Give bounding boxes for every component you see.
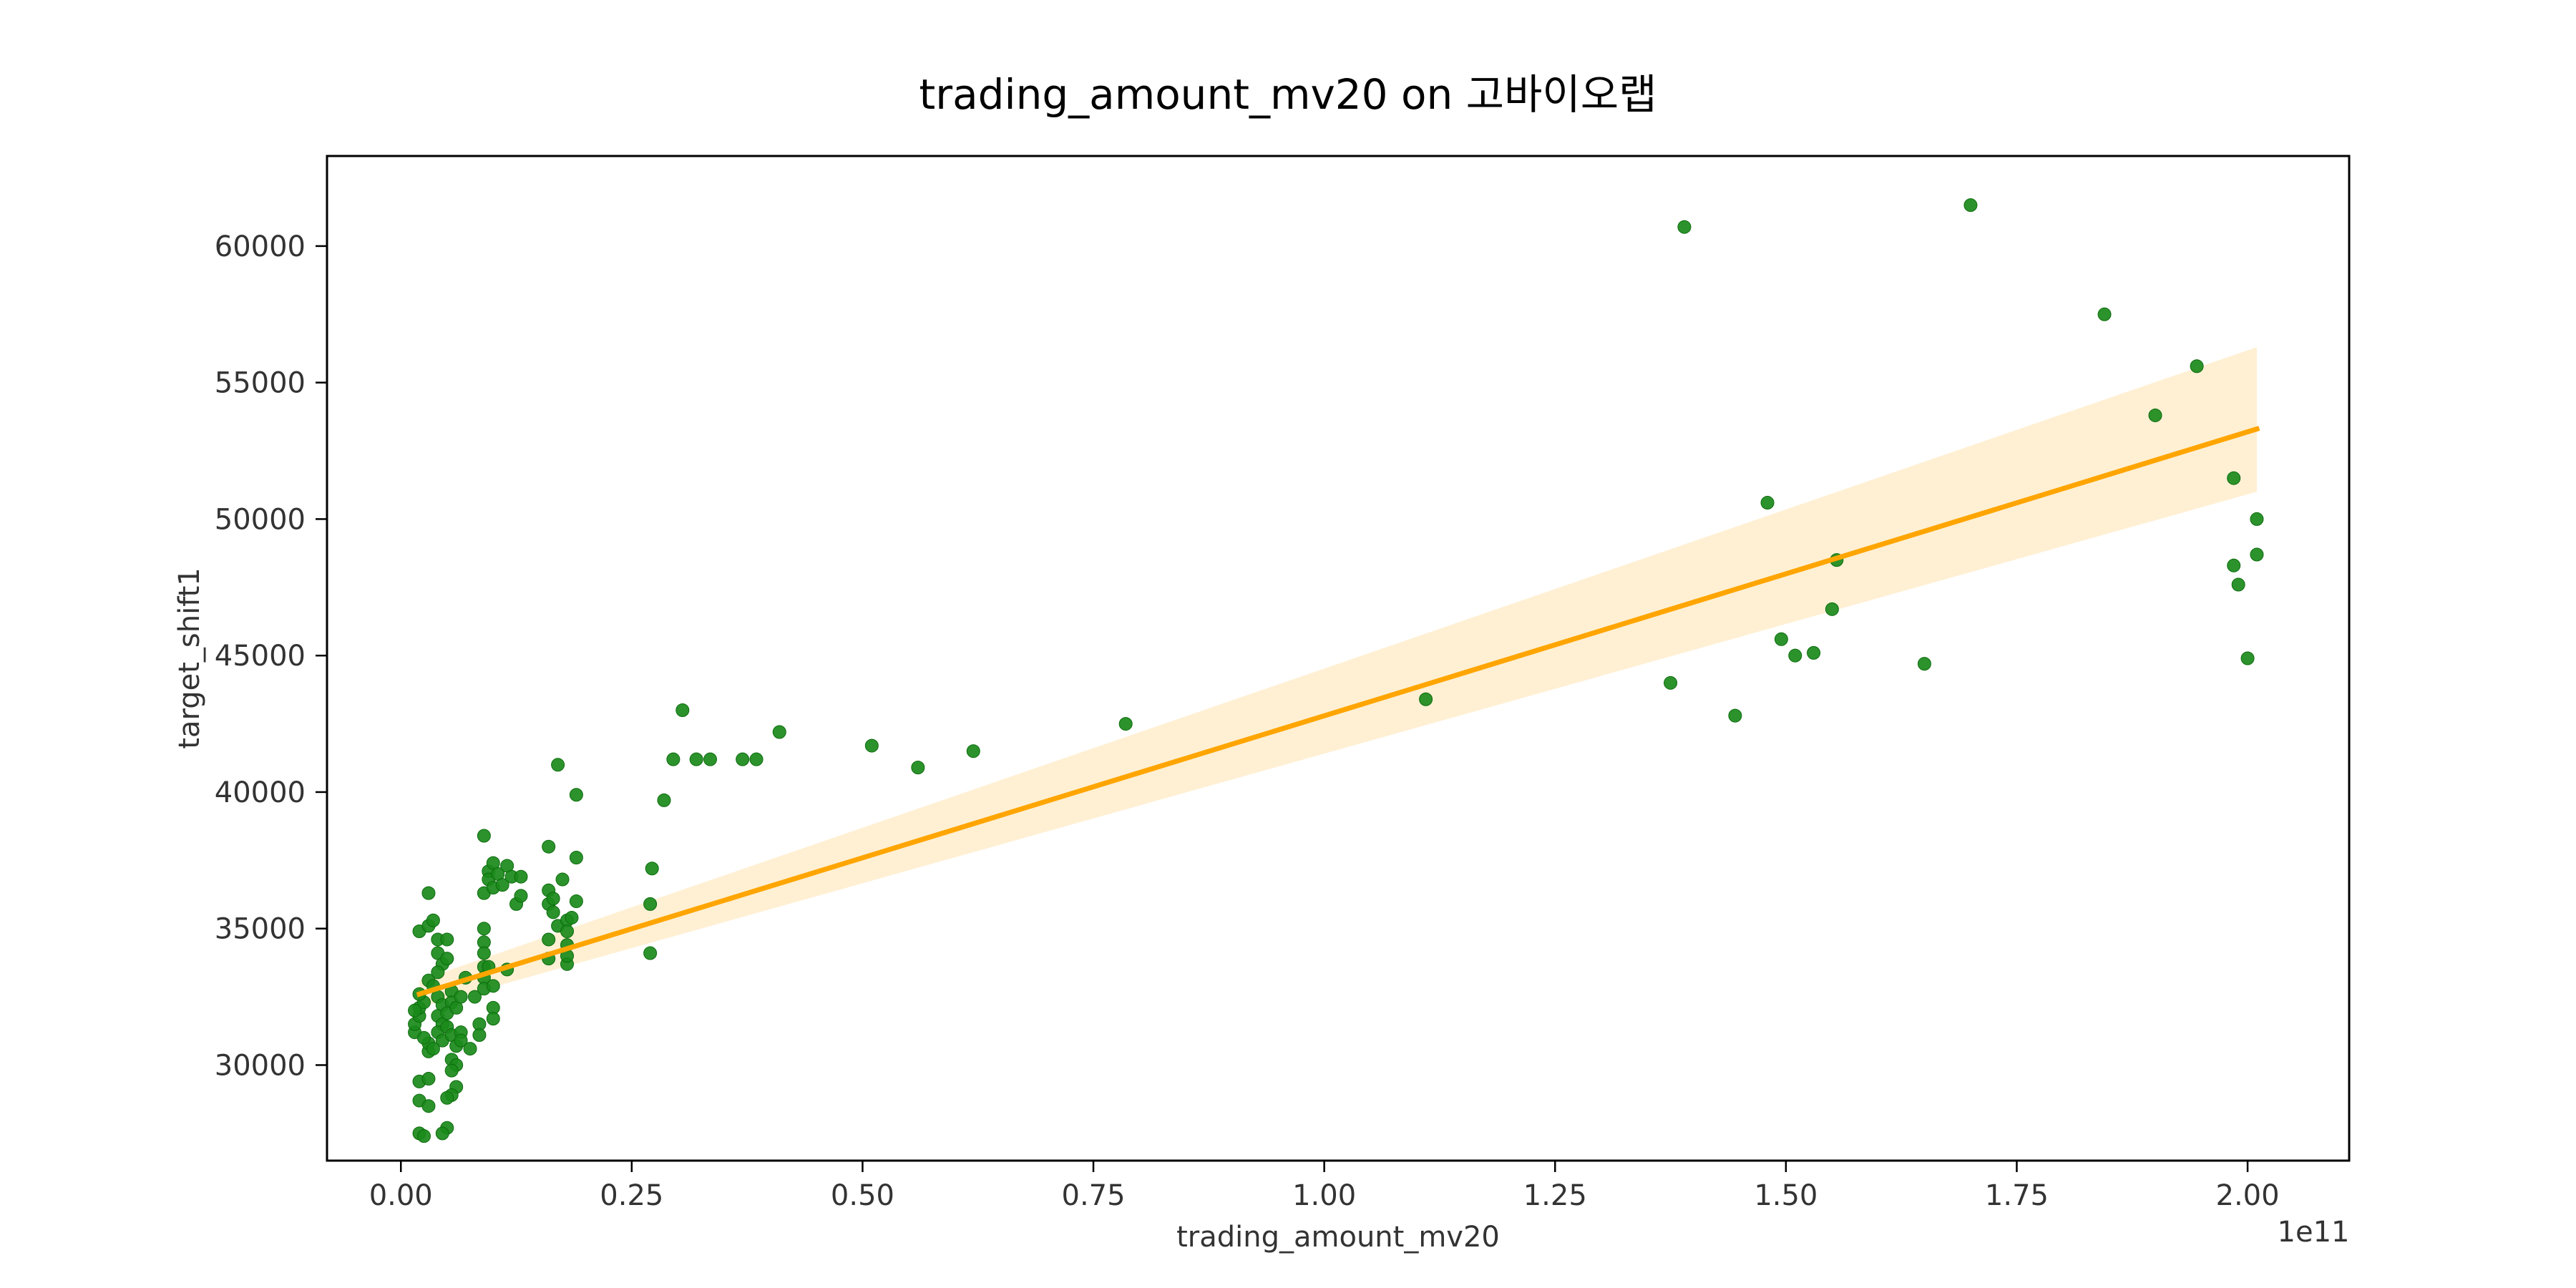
data-point xyxy=(1825,602,1839,616)
data-point xyxy=(2097,307,2112,321)
data-point xyxy=(444,1063,459,1078)
data-point xyxy=(431,965,445,980)
data-point xyxy=(2231,577,2245,592)
plot-area xyxy=(408,198,2264,1143)
data-point xyxy=(2250,547,2264,562)
x-tick-label: 1.00 xyxy=(1292,1179,1356,1212)
data-point xyxy=(2227,471,2241,485)
x-tick-label: 1.75 xyxy=(1985,1179,2049,1212)
data-point xyxy=(666,752,680,766)
data-point xyxy=(2190,359,2204,374)
data-point xyxy=(675,703,690,717)
data-point xyxy=(1963,198,1978,213)
data-point xyxy=(408,1003,422,1018)
x-tick-label: 0.25 xyxy=(600,1179,663,1212)
data-point xyxy=(569,851,583,865)
data-point xyxy=(440,932,454,947)
x-tick-label: 0.00 xyxy=(369,1179,433,1212)
data-point xyxy=(546,905,560,919)
data-point xyxy=(2240,651,2255,665)
y-axis-label: target_shift1 xyxy=(173,567,206,748)
data-point xyxy=(736,752,750,766)
data-point xyxy=(546,892,560,906)
data-point xyxy=(1677,220,1692,234)
x-tick-label: 2.00 xyxy=(2216,1179,2280,1212)
data-point xyxy=(472,1028,487,1042)
data-point xyxy=(421,886,436,900)
data-point xyxy=(514,869,528,884)
data-point xyxy=(514,889,528,903)
y-tick-label: 50000 xyxy=(215,503,306,536)
data-point xyxy=(569,894,583,909)
data-point xyxy=(911,761,925,775)
data-point xyxy=(421,1072,436,1086)
x-tick-label: 1.50 xyxy=(1754,1179,1818,1212)
data-point xyxy=(643,897,658,911)
data-point xyxy=(477,922,491,936)
data-point xyxy=(421,1099,436,1113)
data-point xyxy=(657,793,671,807)
data-point xyxy=(643,946,658,960)
data-point xyxy=(486,1012,500,1026)
chart-title: trading_amount_mv20 on 고바이오랩 xyxy=(919,70,1657,119)
data-point xyxy=(1788,648,1802,663)
y-tick-label: 60000 xyxy=(215,230,306,263)
y-tick-label: 35000 xyxy=(215,913,306,946)
data-point xyxy=(703,752,718,766)
data-point xyxy=(495,878,509,892)
data-point xyxy=(416,1129,431,1143)
x-tick-label: 1.25 xyxy=(1523,1179,1587,1212)
data-point xyxy=(542,839,556,854)
x-axis-label: trading_amount_mv20 xyxy=(1176,1221,1500,1254)
data-point xyxy=(645,862,659,876)
data-point xyxy=(1807,645,1821,660)
data-point xyxy=(2250,512,2264,526)
data-point xyxy=(486,979,500,993)
data-point xyxy=(477,829,491,843)
plot-frame xyxy=(326,155,2351,1162)
data-point xyxy=(2227,558,2241,572)
data-point xyxy=(1917,657,1931,671)
regression-line xyxy=(416,426,2260,997)
data-point xyxy=(565,910,579,924)
y-tick-label: 40000 xyxy=(215,776,306,809)
data-point xyxy=(463,1042,477,1056)
data-point xyxy=(440,952,454,966)
data-point xyxy=(542,932,556,947)
data-point xyxy=(2148,408,2162,422)
data-point xyxy=(689,752,703,766)
data-point xyxy=(467,990,482,1004)
data-point xyxy=(454,990,468,1004)
axes-ticks: 0.00 0.25 0.50 0.75 1.00 1.25 1.50 1.75 2.00 3000… xyxy=(215,230,2280,1212)
data-point xyxy=(435,1126,449,1141)
data-point xyxy=(1419,692,1433,706)
y-tick-label: 30000 xyxy=(215,1049,306,1082)
data-point xyxy=(966,744,980,758)
data-point xyxy=(477,946,491,960)
data-point xyxy=(749,752,763,766)
y-tick-label: 55000 xyxy=(215,367,306,400)
data-point xyxy=(1774,632,1788,646)
x-tick-label: 0.75 xyxy=(1062,1179,1126,1212)
data-point xyxy=(555,872,570,887)
data-point xyxy=(864,738,879,753)
data-point xyxy=(551,758,565,772)
x-tick-label: 0.50 xyxy=(831,1179,894,1212)
data-point xyxy=(569,788,583,802)
data-point xyxy=(426,1042,440,1056)
x-scale-offset-label: 1e11 xyxy=(2278,1216,2350,1249)
confidence-band xyxy=(419,347,2257,1008)
data-point xyxy=(440,1091,454,1105)
data-point xyxy=(560,924,575,939)
data-point xyxy=(416,1030,431,1045)
data-point xyxy=(454,1033,468,1048)
data-point xyxy=(1760,496,1775,510)
y-tick-label: 45000 xyxy=(215,640,306,673)
data-point xyxy=(1728,708,1742,723)
data-point xyxy=(1118,717,1133,731)
data-point xyxy=(1664,675,1678,690)
data-point xyxy=(772,725,786,739)
data-point xyxy=(426,913,440,927)
